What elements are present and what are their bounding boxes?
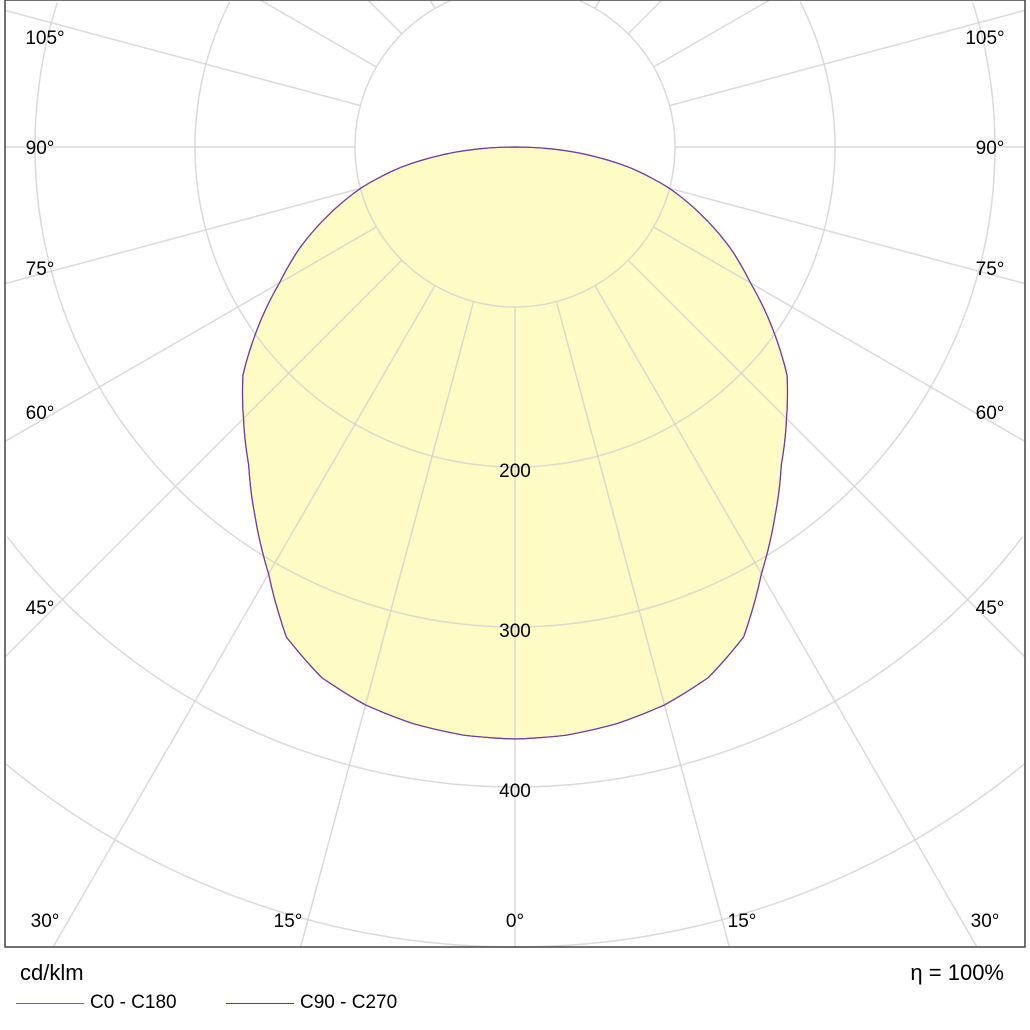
angle-tick-label: 45° — [26, 598, 55, 619]
legend-swatch-red — [16, 1002, 84, 1004]
grid-radial-line — [555, 301, 731, 948]
grid-radial-line — [627, 259, 1026, 658]
grid-radial-line — [669, 9, 1026, 107]
grid-radial-line — [4, 187, 361, 285]
grid-circle — [354, 0, 676, 308]
grid-radial-line — [594, 0, 601, 9]
grid-radial-line — [260, 0, 377, 68]
angle-tick-label: 0° — [506, 911, 524, 932]
angle-tick-label: 30° — [31, 911, 60, 932]
grid-circle — [194, 1, 836, 468]
radial-tick-label: 400 — [499, 781, 531, 802]
angle-tick-label: 15° — [728, 911, 757, 932]
grid-radial-line — [52, 285, 436, 948]
grid-radial-line — [4, 226, 377, 443]
grid-radial-line — [367, 0, 403, 35]
angle-tick-label: 15° — [274, 911, 303, 932]
legend-label: C0 - C180 — [90, 992, 177, 1013]
efficiency-label: η = 100% — [910, 960, 1004, 985]
angle-tick-label: 105° — [25, 28, 64, 49]
grid-radial-line — [653, 226, 1026, 443]
angle-tick-label: 90° — [976, 138, 1005, 159]
grid-radial-line — [669, 187, 1026, 285]
legend-item-c90: C90 - C270 — [226, 992, 397, 1014]
unit-label: cd/klm — [20, 960, 84, 985]
angle-tick-label: 60° — [26, 403, 55, 424]
series-curve-1 — [241, 146, 789, 740]
grid-circle — [34, 2, 996, 628]
grid-radial-line — [429, 0, 436, 9]
angle-tick-label: 105° — [965, 28, 1004, 49]
plot-frame — [4, 0, 1026, 948]
grid-radial-line — [4, 9, 361, 107]
angle-tick-label: 75° — [26, 259, 55, 280]
angle-tick-label: 45° — [976, 598, 1005, 619]
legend-item-c0: C0 - C180 — [16, 992, 177, 1014]
angle-tick-label: 60° — [976, 403, 1005, 424]
radial-tick-label: 300 — [499, 621, 531, 642]
grid-radial-line — [4, 259, 403, 658]
angle-tick-label: 90° — [26, 138, 55, 159]
legend-label: C90 - C270 — [300, 992, 398, 1013]
grid-circle — [5, 763, 1025, 948]
angle-tick-label: 75° — [976, 259, 1005, 280]
grid-radial-line — [594, 285, 978, 948]
grid-radial-line — [627, 0, 663, 35]
grid-radial-line — [299, 301, 475, 948]
grid-circle — [6, 536, 1024, 788]
legend-swatch-blue — [226, 1002, 294, 1004]
grid-radial-line — [653, 0, 770, 68]
radial-tick-label: 200 — [499, 461, 531, 482]
angle-tick-label: 30° — [971, 911, 1000, 932]
